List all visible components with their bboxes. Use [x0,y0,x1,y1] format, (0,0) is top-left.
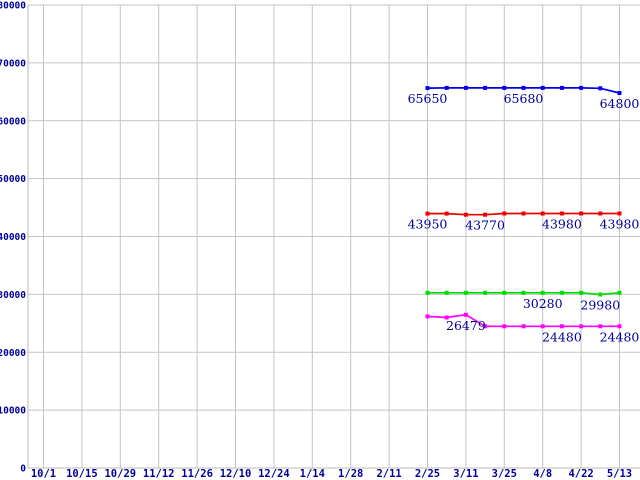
data-point-label: 64800 [600,96,640,111]
x-tick-label: 1/14 [300,468,325,480]
data-point-label: 24480 [542,329,582,344]
x-tick-label: 1/28 [338,468,363,480]
data-point-marker [617,290,622,295]
data-point-marker [444,315,449,320]
y-tick-label: 30000 [0,290,26,301]
y-tick-label: 60000 [0,116,26,127]
data-point-marker [425,86,430,91]
data-point-label: 65650 [408,91,448,106]
data-point-marker [425,211,430,216]
data-point-marker [598,211,603,216]
x-tick-label: 2/11 [376,468,401,480]
x-tick-label: 3/11 [453,468,478,480]
data-point-marker [502,211,507,216]
x-tick-label: 3/25 [492,468,517,480]
x-tick-label: 4/22 [568,468,593,480]
data-point-marker [540,85,545,90]
data-point-marker [598,324,603,329]
data-point-marker [617,91,622,95]
axes [27,5,640,469]
series-magenta: 26479 24480 24480 [425,312,640,344]
data-point-marker [483,85,488,90]
x-tick-label: 12/24 [258,468,290,480]
data-point-marker [559,211,564,216]
data-point-marker [463,85,468,90]
data-point-label: 30280 [523,296,563,311]
x-tick-label: 10/15 [66,468,98,480]
y-tick-label: 20000 [0,348,26,359]
gridlines [28,4,640,469]
y-tick-label: 0 [20,464,26,475]
data-point-label: 24480 [600,329,640,344]
data-point-marker [483,290,488,295]
data-point-marker [463,312,468,317]
series-green: 30280 29980 [425,290,622,313]
data-point-marker [540,324,545,329]
data-point-label: 43980 [600,217,640,232]
data-point-marker [579,290,584,295]
data-point-marker [579,211,584,216]
y-tick-label: 40000 [0,232,26,243]
data-point-label: 43980 [542,217,582,232]
y-tick-label: 70000 [0,58,26,69]
data-point-marker [540,211,545,216]
data-point-marker [444,211,449,216]
y-axis-tick-labels: 0 10000 20000 30000 40000 50000 60000 70000 8000… [0,1,26,475]
x-tick-label: 11/26 [181,468,213,480]
data-point-marker [483,212,488,217]
data-point-marker [521,211,526,216]
data-point-marker [502,324,507,329]
data-point-marker [425,290,430,295]
data-point-marker [559,290,564,295]
x-tick-label: 10/29 [104,468,136,480]
data-point-marker [502,290,507,295]
x-tick-label: 12/10 [220,468,252,480]
x-axis-tick-labels: 10/1 10/15 10/29 11/12 11/26 12/10 12/24 1/14 1/… [31,468,632,480]
data-point-marker [559,85,564,90]
x-tick-label: 11/12 [143,468,175,480]
data-point-marker [521,324,526,329]
y-tick-label: 50000 [0,174,26,185]
data-point-label: 26479 [446,318,486,333]
data-point-marker [463,290,468,295]
data-point-label: 43770 [465,218,505,233]
x-tick-label: 5/13 [607,468,632,480]
data-point-marker [579,324,584,329]
data-point-marker [425,314,430,319]
series-blue: 65650 65680 64800 [408,85,640,111]
data-point-label: 29980 [580,298,620,313]
data-point-marker [463,212,468,217]
data-point-marker [444,85,449,90]
data-point-marker [444,290,449,295]
data-point-marker [579,85,584,90]
data-point-label: 65680 [504,91,544,106]
data-point-marker [540,290,545,295]
data-point-marker [521,85,526,90]
data-point-marker [617,211,622,216]
data-point-marker [559,324,564,329]
data-point-marker [502,85,507,90]
y-tick-label: 80000 [0,1,26,12]
data-point-label: 43950 [408,217,448,232]
y-tick-label: 10000 [0,406,26,417]
data-point-marker [598,86,603,91]
data-point-marker [521,290,526,295]
x-tick-label: 4/8 [533,468,552,480]
data-point-marker [617,324,622,329]
x-tick-label: 10/1 [31,468,56,480]
x-tick-label: 2/25 [415,468,440,480]
series-red: 43950 43770 43980 43980 [408,211,640,233]
data-point-marker [598,292,603,297]
data-point-marker [483,324,488,329]
